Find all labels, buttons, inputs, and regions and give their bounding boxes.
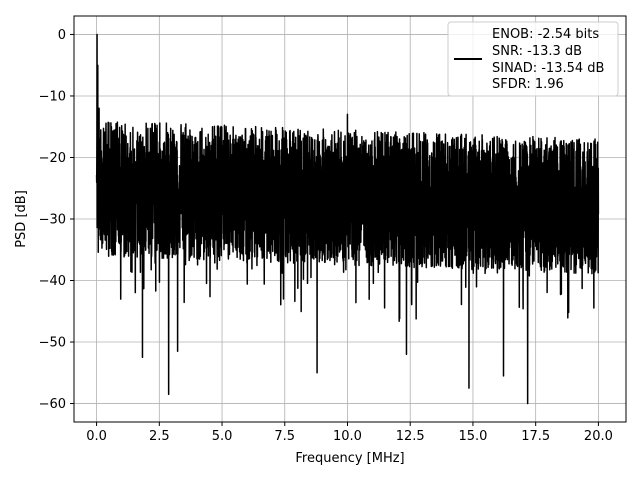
y-tick-label: 0 bbox=[58, 28, 66, 43]
psd-series-line bbox=[95, 33, 600, 405]
x-tick-label: 5.0 bbox=[212, 429, 233, 444]
y-tick-label: −40 bbox=[39, 274, 66, 289]
y-tick-label: −60 bbox=[39, 397, 66, 412]
legend-snr: SNR: -13.3 dB bbox=[492, 44, 582, 59]
x-axis-ticks: 0.0 2.5 5.0 7.5 10.0 12.5 15.0 17.5 20.0 bbox=[86, 422, 613, 444]
x-tick-label: 20.0 bbox=[584, 429, 613, 444]
x-axis-label: Frequency [MHz] bbox=[295, 451, 404, 466]
x-tick-label: 17.5 bbox=[521, 429, 550, 444]
x-tick-label: 7.5 bbox=[274, 429, 295, 444]
legend-sinad: SINAD: -13.54 dB bbox=[492, 61, 604, 76]
legend-enob: ENOB: -2.54 bits bbox=[492, 27, 599, 42]
legend-sfdr: SFDR: 1.96 bbox=[492, 77, 564, 92]
x-tick-label: 2.5 bbox=[149, 429, 170, 444]
x-tick-label: 12.5 bbox=[396, 429, 425, 444]
y-axis-ticks: 0 −10 −20 −30 −40 −50 −60 bbox=[39, 28, 74, 412]
y-tick-label: −20 bbox=[39, 151, 66, 166]
y-tick-label: −10 bbox=[39, 89, 66, 104]
x-tick-label: 15.0 bbox=[458, 429, 487, 444]
plot-area bbox=[95, 33, 600, 405]
legend-box bbox=[447, 21, 619, 97]
x-tick-label: 10.0 bbox=[333, 429, 362, 444]
x-tick-label: 0.0 bbox=[86, 429, 107, 444]
y-axis-label: PSD [dB] bbox=[14, 190, 29, 248]
y-tick-label: −50 bbox=[39, 336, 66, 351]
legend: ENOB: -2.54 bits SNR: -13.3 dB SINAD: -1… bbox=[447, 21, 619, 97]
y-tick-label: −30 bbox=[39, 213, 66, 228]
